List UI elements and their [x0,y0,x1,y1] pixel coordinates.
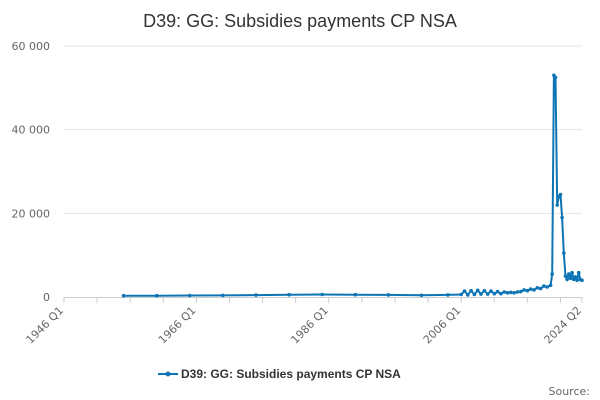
data-point [576,270,581,275]
data-point [254,293,258,297]
x-tick-label: 1986 Q1 [288,304,331,347]
data-point [565,277,569,282]
data-point [573,275,578,279]
x-tick-label: 2024 Q2 [542,304,585,347]
series-layer [121,73,584,298]
data-point [492,291,497,296]
data-point [570,270,574,275]
data-point [495,289,500,294]
data-point [472,292,477,297]
data-point [505,291,510,295]
data-point [462,289,467,293]
y-tick-label: 20 000 [12,207,51,220]
data-point [509,290,513,295]
data-point [558,192,563,197]
data-point [580,278,584,283]
data-point [575,278,579,283]
data-point [188,293,192,298]
data-point [563,274,568,278]
data-point [548,283,553,288]
data-point [479,292,483,296]
data-point [475,288,480,293]
data-point [568,276,573,281]
chart-title: D39: GG: Subsidies payments CP NSA [143,11,457,31]
data-point [466,293,470,297]
data-point [519,289,523,294]
data-point [499,291,503,296]
data-point [121,293,126,298]
legend-marker-icon [165,371,171,377]
data-point [469,288,473,293]
data-point [485,292,490,296]
legend-label: D39: GG: Subsidies payments CP NSA [181,367,401,381]
data-point [567,272,571,276]
data-point [320,292,325,297]
data-point [553,75,558,80]
x-tick-label: 2006 Q1 [421,304,464,347]
data-point [532,288,536,292]
legend[interactable]: D39: GG: Subsidies payments CP NSA [158,367,401,381]
data-point [515,290,520,294]
data-point [419,293,424,298]
data-point [525,288,530,293]
x-axis-labels: 1946 Q1 1966 Q1 1986 Q1 2006 Q1 2024 Q2 [24,304,585,347]
data-point [502,290,507,294]
data-point [353,292,358,297]
data-point [562,251,566,255]
data-point [522,288,526,292]
x-tick-label: 1966 Q1 [156,304,199,347]
data-point [528,287,533,291]
data-point [386,293,391,297]
y-tick-label: 40 000 [12,124,51,137]
data-point [545,285,549,289]
data-point [287,292,291,297]
data-point [538,286,543,291]
y-tick-label: 60 000 [12,40,51,53]
data-point [446,293,450,297]
data-point [221,293,225,298]
series-line [123,74,583,297]
source-label: Source: [549,385,591,398]
data-point [512,291,516,295]
data-point [459,292,464,297]
data-point [154,293,159,298]
data-point [489,289,493,293]
grid [64,45,582,214]
y-axis: 0 20 000 40 000 60 000 [12,40,51,304]
data-point [550,272,554,276]
data-point [535,286,540,290]
data-point [555,203,559,207]
data-point [482,288,487,293]
x-tick-label: 1946 Q1 [24,304,67,347]
data-point [560,215,564,220]
y-tick-label: 0 [43,291,50,304]
data-point [542,284,546,288]
x-axis [63,297,583,303]
